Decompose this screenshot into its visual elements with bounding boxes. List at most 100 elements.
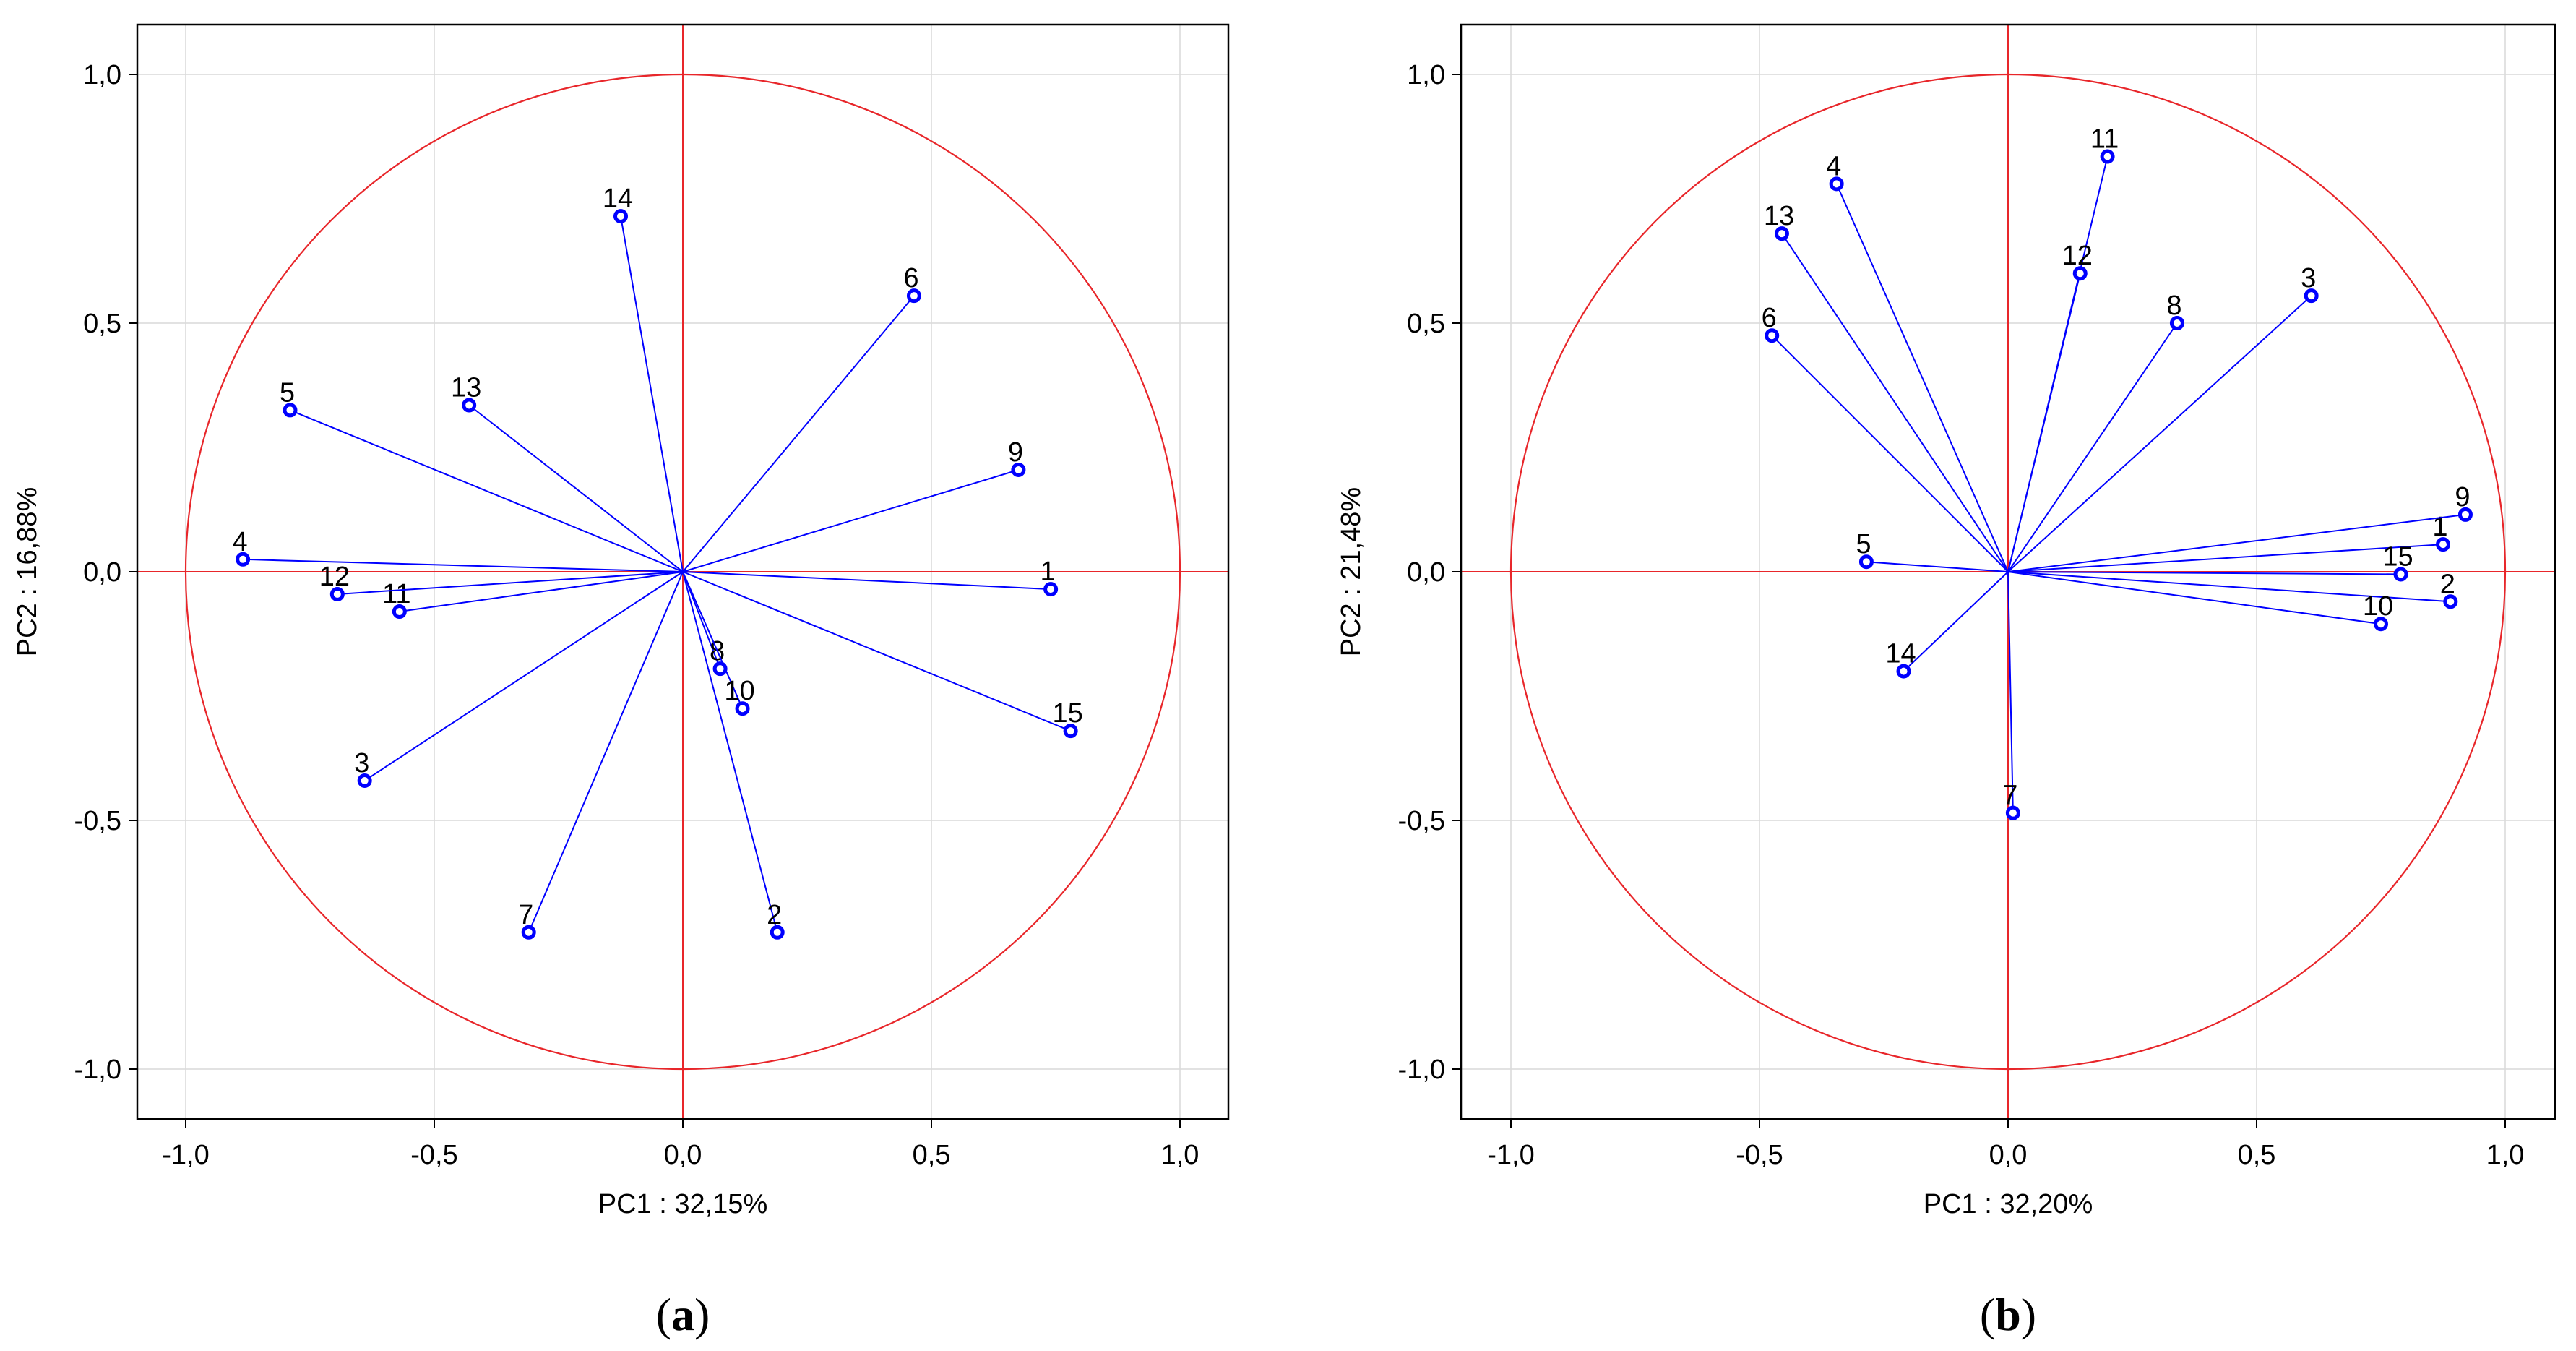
point-label-3: 3 xyxy=(354,748,369,779)
point-marker-11 xyxy=(2100,149,2115,164)
point-marker-2 xyxy=(2443,594,2458,609)
point-label-10: 10 xyxy=(724,676,754,706)
point-marker-4 xyxy=(1829,176,1844,192)
point-label-2: 2 xyxy=(2440,569,2455,599)
point-marker-5 xyxy=(1858,554,1874,570)
y-tick-label: 0,0 xyxy=(83,557,121,588)
point-label-12: 12 xyxy=(319,562,350,592)
point-marker-13 xyxy=(1774,226,1789,241)
point-marker-15 xyxy=(2393,567,2408,582)
point-label-9: 9 xyxy=(1008,437,1023,468)
x-tick-label: 0,0 xyxy=(664,1140,702,1170)
vector-line-4 xyxy=(1835,183,2009,572)
vector-line-13 xyxy=(468,404,684,572)
x-tick-label: -0,5 xyxy=(1736,1140,1783,1170)
panel-a: -1,0 -0,5 0,0 0,5 1,0 1,0 0,5 0,0 -0,5 -1,0 PC1 : … xyxy=(12,23,1230,1340)
point-marker-9 xyxy=(2457,507,2473,522)
point-marker-6 xyxy=(906,288,921,304)
point-marker-8 xyxy=(2169,316,2184,330)
vector-line-13 xyxy=(1781,233,2009,572)
vector-line-5 xyxy=(290,409,684,572)
x-tick-label: -0,5 xyxy=(410,1140,457,1170)
point-marker-10 xyxy=(2374,617,2388,632)
point-label-13: 13 xyxy=(451,373,481,403)
vector-line-6 xyxy=(1771,335,2009,572)
y-tick-label: 1,0 xyxy=(83,60,121,90)
point-label-15: 15 xyxy=(1052,698,1082,729)
vector-line-1 xyxy=(682,571,1051,591)
vector-line-8 xyxy=(682,571,721,669)
y-tick-label: -1,0 xyxy=(74,1055,121,1085)
point-label-3: 3 xyxy=(2301,263,2316,293)
panel-label: (a) xyxy=(656,1289,710,1340)
y-tick-label: 0,5 xyxy=(83,309,121,339)
point-label-15: 15 xyxy=(2382,541,2413,572)
vector-line-4 xyxy=(243,558,684,572)
y-tick-label: -0,5 xyxy=(1398,806,1445,836)
vector-line-14 xyxy=(620,215,684,572)
point-marker-11 xyxy=(392,604,407,619)
x-tick-label: 0,5 xyxy=(2238,1140,2276,1170)
y-tick-label: -1,0 xyxy=(1398,1055,1445,1085)
point-label-7: 7 xyxy=(518,900,533,930)
vector-line-2 xyxy=(682,571,778,933)
point-marker-7 xyxy=(521,925,536,940)
point-marker-5 xyxy=(283,403,298,418)
vector-line-2 xyxy=(2007,571,2451,603)
point-label-4: 4 xyxy=(1826,151,1841,181)
point-marker-2 xyxy=(770,925,785,940)
point-label-11: 11 xyxy=(382,579,410,609)
vector-line-3 xyxy=(364,571,684,781)
vector-line-14 xyxy=(1903,571,2009,672)
x-tick-label: 0,0 xyxy=(1989,1140,2028,1170)
point-label-2: 2 xyxy=(767,900,782,930)
point-label-12: 12 xyxy=(2062,241,2093,271)
point-label-10: 10 xyxy=(2363,591,2393,622)
point-marker-1 xyxy=(1043,582,1059,597)
point-label-8: 8 xyxy=(2166,291,2181,321)
x-tick-label: 0,5 xyxy=(913,1140,951,1170)
point-label-14: 14 xyxy=(603,184,633,214)
y-axis-label: PC2 : 16,88% xyxy=(12,487,43,656)
point-label-1: 1 xyxy=(1041,557,1056,587)
y-tick-label: 0,5 xyxy=(1407,309,1445,339)
point-label-13: 13 xyxy=(1764,201,1794,231)
y-tick-label: 0,0 xyxy=(1407,557,1445,588)
point-marker-1 xyxy=(2436,537,2450,552)
x-axis-label: PC1 : 32,20% xyxy=(1924,1189,2093,1219)
point-marker-12 xyxy=(329,586,345,601)
vector-line-7 xyxy=(527,571,684,933)
x-tick-label: -1,0 xyxy=(162,1140,209,1170)
point-label-5: 5 xyxy=(280,377,295,408)
point-label-5: 5 xyxy=(1856,529,1871,559)
point-label-14: 14 xyxy=(1885,639,1916,669)
point-marker-15 xyxy=(1063,724,1078,739)
point-label-6: 6 xyxy=(1762,303,1777,333)
point-label-1: 1 xyxy=(2432,512,2447,542)
vector-line-15 xyxy=(682,571,1072,732)
vector-line-6 xyxy=(682,295,915,572)
vector-line-10 xyxy=(682,571,744,709)
x-tick-label: -1,0 xyxy=(1487,1140,1534,1170)
y-tick-label: -0,5 xyxy=(74,806,121,836)
point-marker-12 xyxy=(2072,266,2088,281)
point-label-11: 11 xyxy=(2090,124,2119,155)
vector-line-11 xyxy=(399,571,684,613)
x-axis-label: PC1 : 32,15% xyxy=(598,1189,767,1219)
panel-b: -1,0 -0,5 0,0 0,5 1,0 1,0 0,5 0,0 -0,5 -1,0 PC1 : … xyxy=(1336,23,2556,1340)
vector-line-10 xyxy=(2007,571,2382,625)
vector-line-1 xyxy=(2007,544,2444,572)
point-marker-3 xyxy=(357,773,372,788)
y-tick-label: 1,0 xyxy=(1407,60,1445,90)
point-marker-10 xyxy=(735,701,750,716)
point-label-9: 9 xyxy=(2455,482,2470,512)
point-marker-3 xyxy=(2304,288,2319,304)
point-marker-14 xyxy=(613,209,628,224)
point-marker-14 xyxy=(1896,664,1911,679)
point-marker-4 xyxy=(236,552,251,567)
vector-line-3 xyxy=(2007,295,2312,572)
vector-line-12 xyxy=(2007,273,2081,572)
point-marker-9 xyxy=(1011,462,1026,477)
x-tick-label: 1,0 xyxy=(2486,1140,2525,1170)
